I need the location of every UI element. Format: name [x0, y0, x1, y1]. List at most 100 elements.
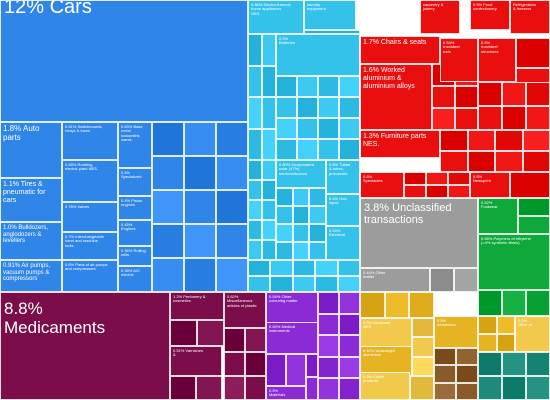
treemap-minor-cell — [448, 185, 470, 198]
treemap-cell-label: 1.2% Perfumery & cosmetics — [173, 294, 206, 304]
treemap-minor-cell — [152, 156, 184, 190]
treemap-minor-group — [248, 34, 276, 160]
treemap-minor-cell — [478, 316, 497, 334]
treemap-minor-cell — [522, 151, 550, 172]
treemap-cell-label: 1.8% Auto parts — [3, 124, 40, 142]
treemap-cell-label: 0.5% Aluminium — [437, 318, 456, 328]
treemap-minor-cell — [262, 240, 276, 260]
treemap-cell-label: 0.5% Materials — [269, 388, 286, 398]
treemap-cell-label: 1.3% Furniture parts NES. — [363, 133, 427, 148]
treemap-minor-cell — [467, 151, 495, 172]
treemap-minor-group — [518, 198, 550, 234]
treemap-minor-cell — [309, 188, 326, 206]
treemap-cell-label: 0.36% Rolling mills — [121, 248, 146, 258]
treemap-minor-cell — [516, 38, 550, 68]
treemap-cell-label: 1.1% Tires & pneumatic for cars — [3, 181, 46, 204]
treemap-cell-chairs: 1.7% Chairs & seats — [360, 36, 440, 64]
treemap-minor-group — [478, 316, 515, 352]
treemap-minor-cell — [502, 106, 526, 130]
treemap-cell-label: 1.7% Chairs & seats — [363, 39, 427, 46]
treemap-cell-label: 0.5% Batteries — [279, 36, 295, 46]
treemap-minor-cell — [410, 376, 434, 400]
treemap-minor-cell — [266, 354, 286, 386]
treemap-minor-cell — [478, 290, 502, 316]
treemap-cell-label: 0.5% Newsprint — [473, 174, 491, 184]
treemap-minor-cell — [456, 365, 478, 383]
treemap-minor-cell — [337, 260, 360, 276]
treemap-minor-cell — [184, 156, 216, 190]
treemap-cell-footwear: 0.52% Footwear — [478, 198, 518, 234]
treemap-minor-cell — [262, 128, 276, 160]
treemap-minor-cell — [432, 108, 455, 130]
treemap-minor-group — [276, 188, 326, 260]
treemap-minor-cell — [292, 260, 316, 276]
treemap-cell-ethylene: 0.58% Polymers of ethylene (=4% syntheti… — [478, 234, 550, 290]
treemap-minor-cell — [526, 352, 550, 376]
treemap-minor-cell — [522, 130, 550, 151]
treemap-cell-cars: 12% Cars — [0, 0, 248, 122]
treemap-minor-cell — [440, 151, 468, 172]
treemap-cell-switchboards: 0.51% Switchboards, relays & fuses — [62, 122, 118, 160]
treemap-cell-label: 0.7% Interchangeable hand and machine to… — [65, 234, 104, 248]
treemap-minor-cell — [297, 139, 318, 160]
treemap-minor-group — [478, 82, 550, 130]
treemap-minor-cell — [292, 206, 310, 224]
treemap-minor-cell — [245, 376, 266, 400]
treemap-minor-cell — [315, 260, 338, 276]
treemap-minor-cell — [502, 352, 526, 376]
treemap-cell-label: 0.62% Miscellaneous articles of plastic — [227, 294, 257, 308]
treemap-minor-cell — [315, 276, 338, 292]
treemap-cell-label: 0.80% Incorporated solar (47%) semicondu… — [279, 162, 314, 176]
treemap-minor-cell — [276, 242, 293, 260]
treemap-cell-label: 0.76% Valves — [65, 204, 90, 209]
treemap-cell-wrought-aluminium: 0.42% Unwrought aluminium — [360, 346, 412, 376]
treemap-minor-group — [410, 376, 434, 400]
treemap-minor-group — [248, 260, 360, 292]
treemap-minor-cell — [412, 337, 434, 357]
treemap-minor-cell — [478, 376, 502, 400]
treemap-minor-cell — [309, 206, 326, 224]
treemap-minor-cell — [248, 97, 262, 129]
treemap-minor-cell — [478, 106, 502, 130]
treemap-cell-olive-oil: 0.5% Olive oil — [515, 316, 550, 352]
treemap-cell-gas-liquid: 0.4% Gas, liquid — [326, 194, 360, 226]
treemap-minor-cell — [434, 382, 456, 400]
treemap-cell-worked-aluminium: 1.6% Worked aluminium & aluminium alloys — [360, 64, 432, 130]
treemap-minor-cell — [430, 268, 454, 292]
treemap-cell-label: 0.6% Parts of air pumps and compressors — [65, 262, 108, 272]
treemap-minor-cell — [276, 97, 297, 118]
treemap-cell-confectionery: 0.5% Food confectionery — [470, 0, 510, 30]
treemap-minor-cell — [304, 30, 360, 34]
treemap-minor-cell — [270, 276, 293, 292]
treemap-minor-cell — [224, 328, 245, 352]
treemap-minor-cell — [478, 82, 502, 106]
treemap-minor-cell — [360, 292, 385, 318]
treemap-minor-cell — [248, 34, 262, 66]
treemap-minor-cell — [306, 377, 318, 400]
treemap-minor-cell — [339, 139, 360, 160]
treemap-cell-incorporated: 0.80% Incorporated solar (47%) semicondu… — [276, 160, 326, 188]
treemap-minor-group — [440, 130, 550, 172]
treemap-minor-cell — [306, 354, 318, 377]
treemap-cell-bulldozers: 1.0% Bulldozers, anglodozers & levellers — [0, 222, 62, 260]
treemap-cell-batteries: 0.5% Batteries — [276, 34, 360, 76]
treemap-cell-valves: 0.76% Valves — [62, 202, 118, 232]
treemap-minor-cell — [339, 313, 360, 336]
treemap-minor-cell — [318, 335, 339, 357]
treemap-minor-cell — [170, 320, 197, 346]
treemap-minor-cell — [426, 185, 448, 198]
treemap-minor-group — [170, 320, 224, 346]
treemap-minor-cell — [526, 106, 550, 130]
treemap-minor-cell — [318, 313, 339, 336]
treemap-minor-cell — [526, 376, 550, 400]
treemap-minor-cell — [184, 190, 216, 224]
treemap-cell-label: 0.38% A/C electric — [121, 268, 140, 278]
treemap-minor-cell — [412, 356, 434, 376]
treemap-minor-cell — [339, 292, 360, 314]
treemap-minor-cell — [216, 258, 248, 292]
treemap-cell-wood-small: 0.54% Iron/steel rods — [440, 38, 478, 82]
treemap-minor-cell — [339, 356, 360, 379]
treemap-cell-label: 0.5% Edible products — [363, 374, 385, 384]
treemap-minor-cell — [152, 190, 184, 224]
